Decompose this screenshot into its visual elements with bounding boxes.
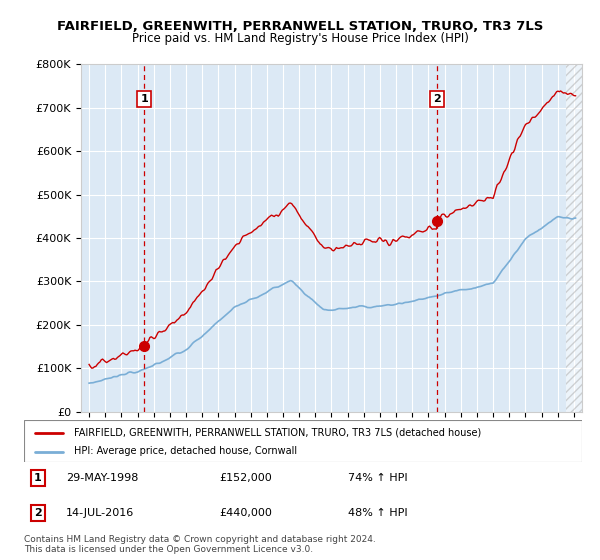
Text: 29-MAY-1998: 29-MAY-1998 [66,473,138,483]
Text: 1: 1 [34,473,42,483]
Text: £440,000: £440,000 [220,508,272,518]
Text: 2: 2 [34,508,42,518]
Text: 2: 2 [433,94,441,104]
Text: Contains HM Land Registry data © Crown copyright and database right 2024.
This d: Contains HM Land Registry data © Crown c… [24,535,376,554]
Text: HPI: Average price, detached house, Cornwall: HPI: Average price, detached house, Corn… [74,446,298,456]
Text: FAIRFIELD, GREENWITH, PERRANWELL STATION, TRURO, TR3 7LS (detached house): FAIRFIELD, GREENWITH, PERRANWELL STATION… [74,428,481,437]
Text: 1: 1 [140,94,148,104]
Text: £152,000: £152,000 [220,473,272,483]
Text: Price paid vs. HM Land Registry's House Price Index (HPI): Price paid vs. HM Land Registry's House … [131,31,469,45]
Text: 48% ↑ HPI: 48% ↑ HPI [347,508,407,518]
Text: 74% ↑ HPI: 74% ↑ HPI [347,473,407,483]
FancyBboxPatch shape [24,420,582,462]
Text: FAIRFIELD, GREENWITH, PERRANWELL STATION, TRURO, TR3 7LS: FAIRFIELD, GREENWITH, PERRANWELL STATION… [57,20,543,34]
Text: 14-JUL-2016: 14-JUL-2016 [66,508,134,518]
Bar [566,64,582,412]
Bar [566,64,582,412]
